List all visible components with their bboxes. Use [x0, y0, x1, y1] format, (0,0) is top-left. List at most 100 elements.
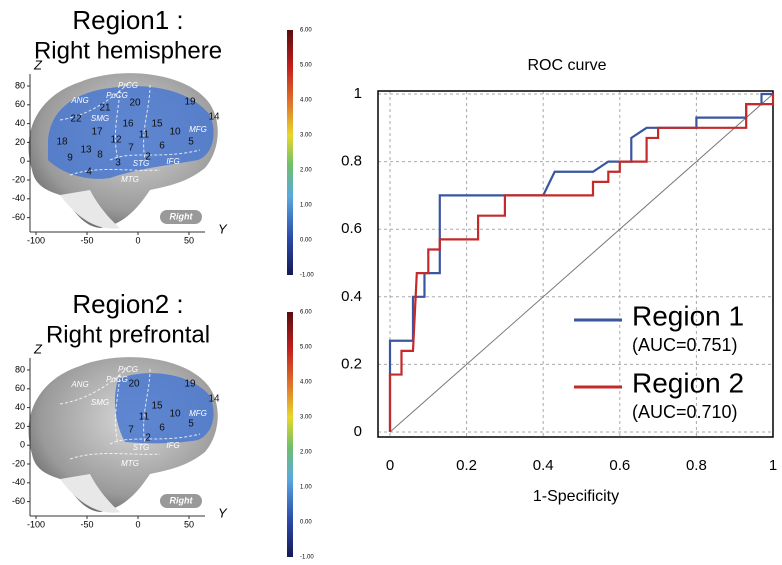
area-number: 21 [99, 103, 111, 114]
badge-label: Right [170, 211, 194, 221]
region-label: PrCG [118, 81, 138, 90]
colorbar-label: 4.00 [300, 98, 312, 104]
legend-label: Region 2 [632, 367, 744, 398]
area-number: 13 [80, 145, 92, 156]
area-number: 7 [128, 425, 134, 436]
area-number: 2 [145, 152, 151, 163]
area-number: 2 [145, 433, 151, 444]
brain-panel: Region2 :Right prefrontalZY806040200-20-… [12, 289, 228, 530]
colorbar [287, 312, 293, 557]
region-label: MFG [189, 409, 207, 418]
colorbar-label: 0.00 [300, 520, 312, 526]
panel-title: Region2 : [72, 289, 183, 319]
area-number: 7 [128, 143, 134, 154]
y-tick-label: -50 [80, 235, 93, 245]
activation [48, 86, 214, 179]
y-tick-label: 0.8 [341, 153, 362, 170]
colorbar-label: 5.00 [300, 345, 312, 351]
colorbar-label: 2.00 [300, 168, 312, 174]
plot-frame [377, 90, 774, 438]
x-axis-label: 1-Specificity [533, 488, 619, 505]
roc-curve [388, 94, 775, 432]
z-tick-label: -20 [12, 458, 25, 468]
region-label: IFG [166, 441, 179, 450]
y-tick-label: -100 [27, 235, 45, 245]
colorbar-label: 6.00 [300, 310, 312, 316]
sulci [59, 81, 201, 176]
z-axis-label: Z [33, 341, 43, 356]
z-axis-label: Z [33, 57, 43, 72]
region-label: IFG [166, 157, 179, 166]
legend-label: Region 1 [632, 300, 744, 331]
area-number: 11 [139, 130, 150, 141]
y-tick-label: -50 [80, 519, 93, 529]
panel-subtitle: Right prefrontal [46, 321, 210, 348]
chart-title: ROC curve [527, 57, 606, 74]
z-tick-label: -60 [12, 496, 25, 506]
area-number: 18 [56, 137, 68, 148]
area-number: 14 [208, 112, 220, 123]
area-number: 6 [159, 423, 165, 434]
z-tick-label: -40 [12, 193, 25, 203]
region-label: MTG [121, 459, 139, 468]
region-label: SMG [91, 114, 109, 123]
area-number: 10 [169, 127, 181, 138]
y-tick-label: -100 [27, 519, 45, 529]
region-label: PoCG [106, 91, 128, 100]
y-tick-label: 0 [354, 423, 362, 440]
area-number: 17 [91, 127, 103, 138]
area-number: 9 [67, 153, 73, 164]
cerebellum [60, 474, 120, 513]
y-tick-label: 0.6 [341, 220, 362, 237]
z-tick-label: 60 [15, 99, 25, 109]
z-tick-label: -40 [12, 477, 25, 487]
area-number: 8 [97, 150, 103, 161]
area-number: 3 [115, 158, 121, 169]
y-tick-label: 0 [135, 235, 140, 245]
badge [160, 210, 202, 224]
y-tick-label: 1 [354, 85, 362, 102]
colorbar [287, 30, 293, 275]
area-number: 14 [208, 394, 220, 405]
x-tick-label: 0.6 [609, 457, 630, 474]
legend-auc: (AUC=0.710) [632, 402, 738, 422]
badge [160, 494, 202, 508]
area-number: 12 [110, 135, 122, 146]
region-label: STG [133, 443, 149, 452]
colorbar-label: 3.00 [300, 415, 312, 421]
y-axis-label: Y [218, 221, 228, 236]
z-tick-label: 60 [15, 383, 25, 393]
colorbar-label: -1.00 [300, 555, 314, 561]
chance-line [389, 93, 774, 433]
z-tick-label: -60 [12, 212, 25, 222]
area-number: 22 [70, 114, 82, 125]
z-tick-label: -20 [12, 174, 25, 184]
region-label: MTG [121, 175, 139, 184]
colorbar-label: 1.00 [300, 485, 312, 491]
area-number: 4 [86, 167, 92, 178]
area-number: 10 [169, 409, 181, 420]
area-number: 15 [151, 401, 163, 412]
z-tick-label: 20 [15, 421, 25, 431]
x-tick-label: 1 [769, 457, 777, 474]
panel-subtitle: Right hemisphere [34, 37, 222, 64]
colorbar-label: 1.00 [300, 203, 312, 209]
z-tick-label: 80 [15, 364, 25, 374]
colorbar-label: 3.00 [300, 133, 312, 139]
region-label: ANG [70, 380, 88, 389]
legend-auc: (AUC=0.751) [632, 335, 738, 355]
area-number: 16 [122, 119, 134, 130]
colorbar-label: 6.00 [300, 28, 312, 34]
area-number: 11 [139, 412, 150, 423]
region-label: ANG [70, 96, 88, 105]
y-tick-label: 50 [184, 519, 194, 529]
region-label: SMG [91, 398, 109, 407]
colorbar-label: 4.00 [300, 380, 312, 386]
colorbar-label: 2.00 [300, 450, 312, 456]
z-tick-label: 40 [15, 118, 25, 128]
z-tick-label: 0 [20, 440, 25, 450]
z-tick-label: 0 [20, 156, 25, 166]
area-number: 19 [184, 97, 196, 108]
